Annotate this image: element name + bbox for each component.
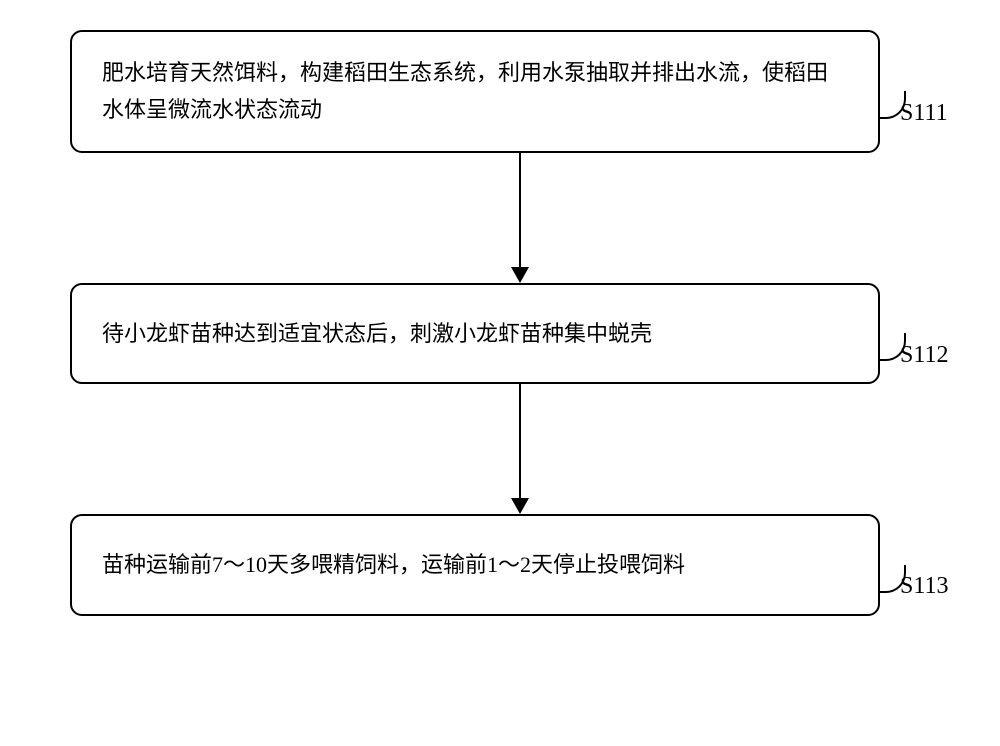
step-s113-row: 苗种运输前7～10天多喂精饲料，运输前1～2天停止投喂饲料 S113 bbox=[30, 514, 970, 615]
step-s113-box: 苗种运输前7～10天多喂精饲料，运输前1～2天停止投喂饲料 bbox=[70, 514, 880, 615]
arrow-s112-s113 bbox=[115, 384, 925, 514]
step-s111-text: 肥水培育天然饵料，构建稻田生态系统，利用水泵抽取并排出水流，使稻田水体呈微流水状… bbox=[102, 60, 828, 122]
step-s113-text: 苗种运输前7～10天多喂精饲料，运输前1～2天停止投喂饲料 bbox=[102, 552, 685, 577]
flowchart-container: 肥水培育天然饵料，构建稻田生态系统，利用水泵抽取并排出水流，使稻田水体呈微流水状… bbox=[30, 30, 970, 616]
step-s111-row: 肥水培育天然饵料，构建稻田生态系统，利用水泵抽取并排出水流，使稻田水体呈微流水状… bbox=[30, 30, 970, 153]
arrow-head-icon bbox=[511, 498, 529, 514]
arrow-line bbox=[519, 153, 521, 267]
arrow-head-icon bbox=[511, 267, 529, 283]
step-s113-label: S113 bbox=[900, 573, 948, 600]
step-s112-row: 待小龙虾苗种达到适宜状态后，刺激小龙虾苗种集中蜕壳 S112 bbox=[30, 283, 970, 384]
step-s111-box: 肥水培育天然饵料，构建稻田生态系统，利用水泵抽取并排出水流，使稻田水体呈微流水状… bbox=[70, 30, 880, 153]
arrow-s111-s112 bbox=[115, 153, 925, 283]
step-s111-label: S111 bbox=[900, 100, 948, 127]
arrow-line bbox=[519, 384, 521, 498]
step-s112-box: 待小龙虾苗种达到适宜状态后，刺激小龙虾苗种集中蜕壳 bbox=[70, 283, 880, 384]
step-s112-label: S112 bbox=[900, 342, 948, 369]
step-s112-text: 待小龙虾苗种达到适宜状态后，刺激小龙虾苗种集中蜕壳 bbox=[102, 321, 652, 346]
